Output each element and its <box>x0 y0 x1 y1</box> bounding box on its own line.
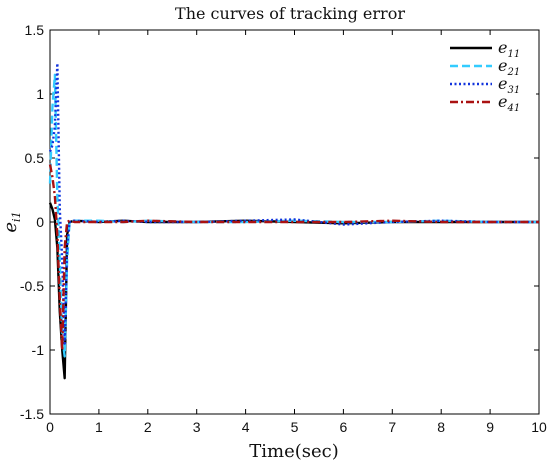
legend-label-e31-main: e <box>498 74 507 93</box>
chart-title: The curves of tracking error <box>175 4 405 23</box>
x-tick-label: 9 <box>486 419 494 435</box>
legend-label-e11-main: e <box>498 38 507 57</box>
x-tick-label: 4 <box>242 419 250 435</box>
x-axis-title: Time(sec) <box>249 441 339 462</box>
y-axis-title-sub: i1 <box>10 211 23 222</box>
legend-label-e21-main: e <box>498 56 507 75</box>
svg-text:ei1: ei1 <box>0 211 23 232</box>
y-tick-label: -1.5 <box>20 406 44 422</box>
legend-label-e21-sub: 21 <box>506 67 520 78</box>
legend-label-e21: e21 <box>498 56 520 78</box>
x-tick-label: 8 <box>437 419 445 435</box>
x-tick-label: 0 <box>46 419 54 435</box>
y-tick-label: -1 <box>32 342 45 358</box>
legend: e11 e21 e31 e41 <box>444 36 536 114</box>
x-tick-label: 5 <box>291 419 299 435</box>
x-tick-label: 6 <box>340 419 348 435</box>
legend-label-e41-main: e <box>498 92 507 111</box>
y-axis: -1.5 -1 -0.5 0 0.5 1 1.5 <box>20 22 539 422</box>
legend-label-e41-sub: 41 <box>506 103 520 114</box>
legend-label-e11-sub: 11 <box>507 49 520 60</box>
legend-label-e31: e31 <box>498 74 520 96</box>
y-tick-label: 1 <box>36 86 44 102</box>
y-tick-label: -0.5 <box>20 278 44 294</box>
y-tick-label: 0.5 <box>25 150 45 166</box>
series-group <box>48 62 539 380</box>
x-tick-label: 3 <box>193 419 201 435</box>
y-axis-title: ei1 <box>0 211 23 232</box>
legend-label-e11: e11 <box>498 38 520 60</box>
legend-label-e41: e41 <box>498 92 520 114</box>
y-tick-label: 0 <box>36 214 44 230</box>
x-tick-label: 2 <box>144 419 152 435</box>
series-line-e41 <box>48 164 539 352</box>
x-tick-label: 1 <box>95 419 103 435</box>
series-line-e31 <box>48 62 539 345</box>
legend-label-e31-sub: 31 <box>507 85 520 96</box>
x-tick-label: 10 <box>531 419 547 435</box>
y-tick-label: 1.5 <box>25 22 45 38</box>
y-axis-title-main: e <box>0 222 21 233</box>
x-tick-label: 7 <box>388 419 396 435</box>
x-axis: 0 1 2 3 4 5 6 7 8 9 10 <box>46 30 547 435</box>
